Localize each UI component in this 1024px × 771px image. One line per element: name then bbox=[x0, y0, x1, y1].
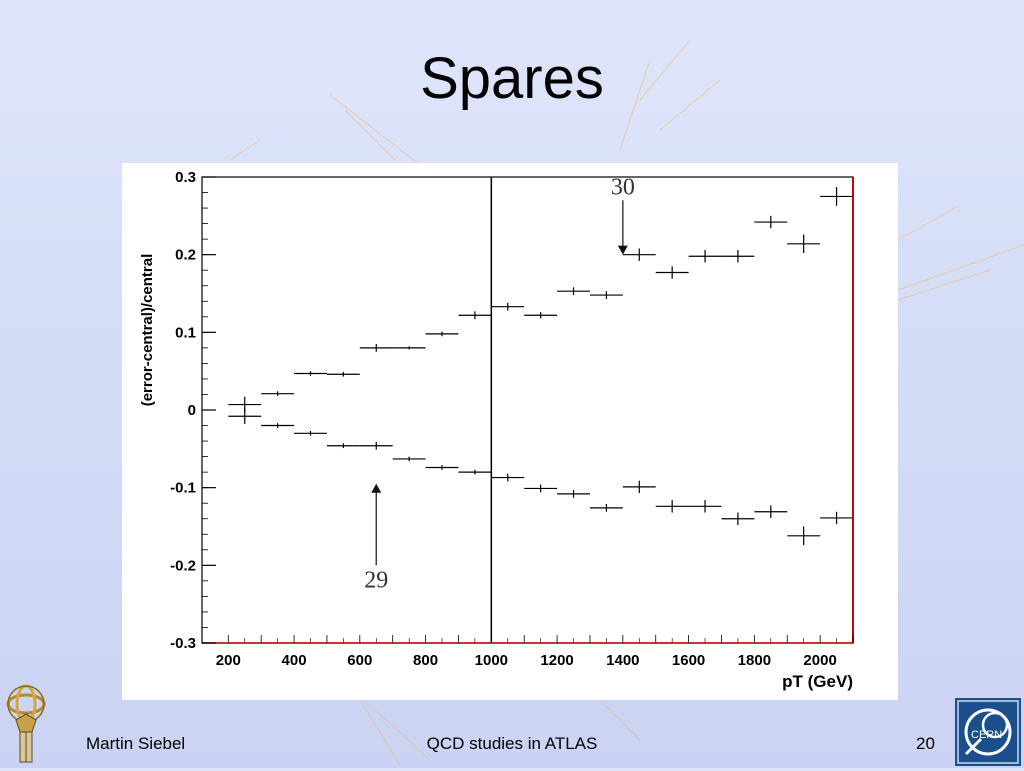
x-tick-label: 800 bbox=[413, 652, 438, 669]
x-tick-label: 1400 bbox=[606, 652, 639, 669]
data-point bbox=[326, 371, 360, 377]
data-point bbox=[655, 500, 689, 513]
y-tick-label: 0.2 bbox=[175, 247, 196, 264]
data-point bbox=[458, 469, 492, 475]
cern-logo-text: CERN bbox=[971, 729, 1002, 741]
x-axis-title: pT (GeV) bbox=[782, 672, 853, 691]
annotation-arrow-head bbox=[371, 483, 382, 493]
data-point bbox=[721, 512, 755, 525]
data-point bbox=[359, 343, 393, 352]
data-point bbox=[721, 250, 755, 263]
data-point bbox=[622, 480, 656, 494]
annotation-label: 29 bbox=[364, 567, 388, 593]
data-point bbox=[655, 266, 689, 279]
data-point bbox=[228, 408, 262, 424]
x-tick-label: 200 bbox=[216, 652, 241, 669]
y-tick-label: -0.2 bbox=[170, 557, 196, 574]
data-point bbox=[688, 500, 722, 513]
x-tick-label: 2000 bbox=[803, 652, 836, 669]
annotation-arrow-head bbox=[617, 245, 628, 255]
plot-panel: 0.3 0.2 0.1 0 -0.1 -0.2 -0.3 200 400 600 800 1000 12… bbox=[122, 163, 898, 700]
data-point bbox=[589, 291, 623, 299]
y-tick-label: 0 bbox=[188, 402, 196, 419]
data-point bbox=[294, 430, 327, 436]
data-point bbox=[491, 473, 525, 482]
x-tick-label: 1800 bbox=[738, 652, 771, 669]
data-point bbox=[524, 312, 558, 319]
x-tick-label: 400 bbox=[282, 652, 307, 669]
y-axis-title: (error-central)/central bbox=[139, 254, 156, 407]
footer-talk-title: QCD studies in ATLAS bbox=[426, 734, 598, 753]
data-point bbox=[754, 505, 788, 518]
data-point bbox=[425, 465, 459, 470]
footer-author: Martin Siebel bbox=[86, 734, 186, 753]
data-point bbox=[425, 331, 459, 337]
data-point bbox=[392, 456, 426, 462]
data-point bbox=[557, 287, 590, 296]
chart-svg: 0.3 0.2 0.1 0 -0.1 -0.2 -0.3 200 400 600 800 1000 12… bbox=[139, 169, 854, 691]
data-point bbox=[557, 489, 590, 498]
data-point bbox=[524, 484, 558, 493]
data-point bbox=[820, 511, 853, 525]
y-tick-label: -0.1 bbox=[170, 480, 196, 497]
data-point bbox=[458, 311, 492, 320]
data-point bbox=[787, 526, 821, 546]
data-point bbox=[294, 371, 327, 376]
data-point bbox=[754, 215, 788, 229]
y-tick-label: 0.1 bbox=[175, 324, 196, 341]
footer-page-number: 20 bbox=[916, 734, 935, 753]
annotation-label: 30 bbox=[611, 174, 635, 200]
data-point bbox=[589, 503, 623, 512]
data-point bbox=[261, 391, 295, 397]
data-point bbox=[326, 443, 360, 449]
data-point bbox=[820, 187, 853, 206]
x-tick-label: 1000 bbox=[475, 652, 508, 669]
data-point bbox=[359, 441, 393, 450]
data-point bbox=[392, 346, 426, 350]
data-point bbox=[622, 248, 656, 261]
data-point bbox=[261, 423, 295, 428]
atlas-logo-icon bbox=[6, 684, 46, 763]
data-point bbox=[787, 234, 821, 254]
cern-logo: CERN bbox=[955, 698, 1021, 766]
data-point bbox=[491, 302, 525, 311]
data-point bbox=[688, 250, 722, 263]
y-tick-label: -0.3 bbox=[170, 635, 196, 652]
plot-frame bbox=[201, 176, 854, 644]
slide-title: Spares bbox=[420, 46, 604, 111]
x-tick-label: 1200 bbox=[540, 652, 573, 669]
x-tick-label: 600 bbox=[347, 652, 372, 669]
cern-logo-icon: CERN bbox=[955, 698, 1021, 766]
x-tick-label: 1600 bbox=[672, 652, 705, 669]
y-tick-label: 0.3 bbox=[175, 169, 196, 186]
